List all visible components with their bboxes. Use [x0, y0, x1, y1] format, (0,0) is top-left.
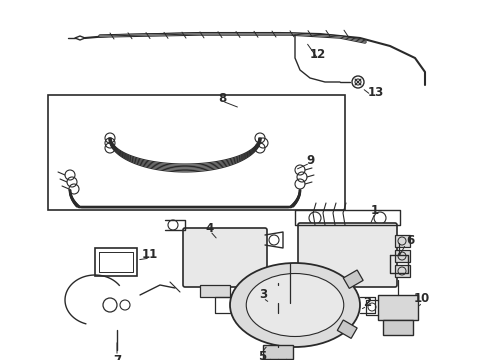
Text: 11: 11 [142, 248, 158, 261]
Text: 9: 9 [306, 153, 314, 166]
Bar [343, 270, 363, 288]
Bar [395, 265, 410, 277]
Text: 4: 4 [206, 221, 214, 234]
Text: 8: 8 [218, 91, 226, 104]
Circle shape [268, 283, 288, 303]
Text: 1: 1 [371, 203, 379, 216]
Bar [395, 250, 410, 262]
Ellipse shape [246, 274, 344, 337]
Bar [48, 95, 345, 210]
Bar [200, 285, 230, 297]
Text: 2: 2 [363, 296, 371, 309]
Text: 13: 13 [368, 85, 384, 99]
FancyBboxPatch shape [183, 228, 267, 287]
Text: 12: 12 [310, 49, 326, 62]
Bar [263, 345, 293, 359]
Text: 7: 7 [113, 354, 121, 360]
Text: 3: 3 [259, 288, 267, 302]
Bar [337, 320, 357, 338]
Text: 6: 6 [406, 234, 414, 247]
FancyBboxPatch shape [298, 223, 397, 287]
Bar [95, 248, 137, 276]
Bar [383, 320, 413, 335]
Text: 5: 5 [258, 350, 266, 360]
Bar [395, 235, 410, 247]
Text: 10: 10 [414, 292, 430, 305]
Ellipse shape [230, 263, 360, 347]
Bar [378, 295, 418, 320]
